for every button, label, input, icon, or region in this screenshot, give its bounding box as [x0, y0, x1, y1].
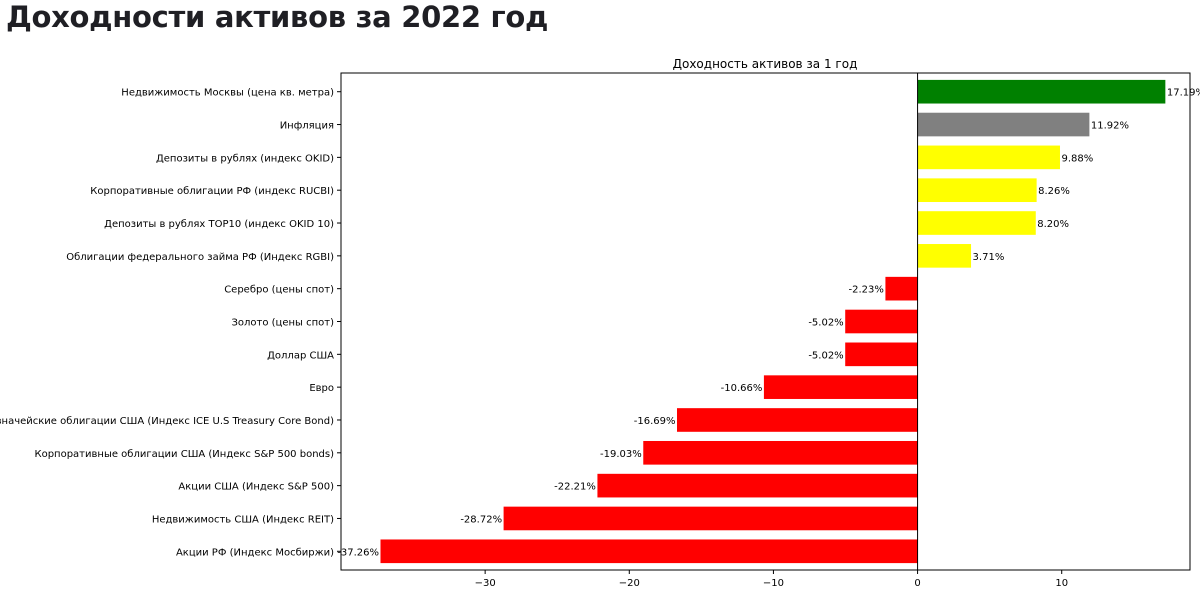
x-tick-label: −20: [619, 578, 640, 589]
bar-value-label: -28.72%: [460, 514, 502, 525]
category-label: Корпоративные облигации РФ (индекс RUCBI…: [90, 186, 334, 197]
bar: [917, 112, 1090, 137]
category-label: Корпоративные облигации США (Индекс S&P …: [34, 449, 334, 460]
category-label: Депозиты в рублях (индекс OKID): [156, 153, 334, 164]
category-label: Инфляция: [280, 121, 334, 132]
category-labels-layer: Недвижимость Москвы (цена кв. метра) Инфл…: [0, 88, 341, 558]
bar-value-label: -10.66%: [721, 383, 763, 394]
category-label: Евро: [309, 383, 334, 394]
bar-value-label: 3.71%: [973, 252, 1005, 263]
bar: [917, 79, 1166, 104]
bar: [885, 276, 918, 301]
bar-value-label: -5.02%: [808, 350, 843, 361]
bar: [676, 408, 918, 432]
category-label: Доллар США: [267, 350, 334, 361]
bar: [845, 309, 918, 334]
category-label: Недвижимость Москвы (цена кв. метра): [121, 88, 334, 99]
bar: [763, 375, 918, 399]
bar-value-label: -22.21%: [554, 482, 596, 493]
bar: [917, 244, 972, 268]
category-label: Акции США (Индекс S&P 500): [178, 482, 334, 493]
bar-value-label: -5.02%: [808, 318, 843, 329]
page-heading: Доходности активов за 2022 год: [6, 0, 549, 34]
x-tick-label: −30: [475, 578, 496, 589]
bar-value-label: 17.19%: [1167, 88, 1200, 99]
chart-title: Доходность активов за 1 год: [673, 57, 858, 71]
bar-value-label: 11.92%: [1091, 121, 1129, 132]
category-label: Недвижимость США (Индекс REIT): [152, 514, 334, 525]
bar: [380, 539, 918, 564]
x-tick-label: −10: [763, 578, 784, 589]
x-axis-ticks-layer: −30 −20 −10 0 10: [475, 570, 1068, 589]
bars-layer: [380, 79, 1166, 564]
bar-value-label: 8.26%: [1038, 186, 1070, 197]
bar-value-label: -37.26%: [337, 547, 379, 558]
bar-value-label: -2.23%: [849, 285, 884, 296]
value-labels-layer: 17.19% 11.92% 9.88% 8.26% 8.20% 3.71% -2.23% -5…: [337, 88, 1200, 559]
x-tick-label: 10: [1055, 578, 1068, 589]
category-label: Облигации федерального займа РФ (Индекс …: [66, 252, 334, 263]
bar: [917, 211, 1036, 235]
bar: [917, 178, 1037, 203]
category-label: Акции РФ (Индекс Мосбиржи): [176, 547, 334, 558]
bar: [503, 506, 918, 531]
bar: [643, 440, 918, 465]
bar: [845, 342, 918, 367]
bar: [917, 145, 1060, 170]
category-label: Депозиты в рублях TOP10 (индекс OKID 10): [104, 219, 334, 230]
category-label: Золото (цены спот): [231, 318, 334, 329]
bar-value-label: -19.03%: [600, 449, 642, 460]
bar-value-label: 8.20%: [1037, 219, 1069, 230]
category-label: Казначейские облигации США (Индекс ICE U…: [0, 416, 334, 427]
x-tick-label: 0: [914, 578, 920, 589]
plot-frame: [340, 72, 1191, 571]
bar-value-label: -16.69%: [634, 416, 676, 427]
category-label: Серебро (цены спот): [224, 285, 334, 296]
bar: [597, 473, 918, 498]
bar-value-label: 9.88%: [1061, 153, 1093, 164]
